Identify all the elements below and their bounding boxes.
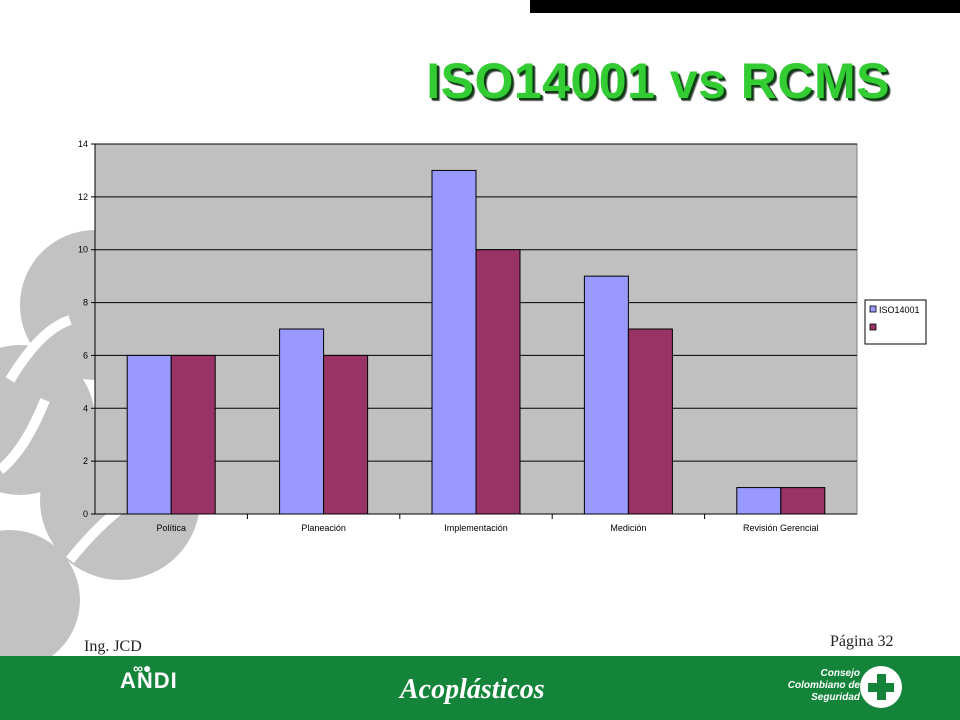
legend-label: ISO14001 xyxy=(879,305,920,315)
legend-swatch xyxy=(869,305,877,313)
acoplasticos-logo: Acoplásticos xyxy=(400,674,545,705)
y-tick-label: 6 xyxy=(83,350,88,360)
consejo-logo-text: Consejo Colombiano de Seguridad xyxy=(770,668,860,704)
y-tick-label: 0 xyxy=(83,509,88,519)
slide-title: ISO14001 vs RCMS xyxy=(426,53,890,109)
bar-iso14001 xyxy=(279,328,325,515)
x-tick-label: Revisión Gerencial xyxy=(743,523,819,533)
safety-cross-icon xyxy=(860,666,902,708)
legend-swatch xyxy=(869,323,877,331)
bar-series-2 xyxy=(627,328,673,515)
author-label: Ing. JCD xyxy=(84,638,142,655)
footer-band xyxy=(0,656,960,720)
bar-chart: 0 2 4 6 8 10 12 14 Política Planeación Implementac… xyxy=(60,132,940,552)
x-tick-label: Planeación xyxy=(301,523,346,533)
bar-series-2 xyxy=(170,354,216,515)
page-number: Página 32 xyxy=(830,633,894,650)
y-tick-label: 2 xyxy=(83,456,88,466)
bar-iso14001 xyxy=(583,275,629,515)
x-tick-label: Política xyxy=(156,523,186,533)
y-tick-label: 4 xyxy=(83,403,88,413)
consejo-line-2: Colombiano de xyxy=(787,680,860,691)
consejo-line-3: Seguridad xyxy=(811,692,860,703)
x-tick-label: Medición xyxy=(610,523,646,533)
top-bar xyxy=(530,0,960,13)
andi-logo: ANDI xyxy=(120,668,178,693)
y-tick-label: 12 xyxy=(78,192,88,202)
x-tick-label: Implementación xyxy=(444,523,508,533)
bar-series-2 xyxy=(323,354,369,515)
y-tick-label: 10 xyxy=(78,245,88,255)
y-tick-label: 14 xyxy=(78,139,88,149)
andi-symbol-icon: ∞● xyxy=(133,660,152,676)
bar-iso14001 xyxy=(431,169,477,515)
bar-series-2 xyxy=(780,487,826,515)
consejo-line-1: Consejo xyxy=(820,668,860,679)
y-tick-label: 8 xyxy=(83,298,88,308)
bar-series-2 xyxy=(475,249,521,515)
bar-iso14001 xyxy=(126,354,172,515)
chart-svg: 0 2 4 6 8 10 12 14 Política Planeación Implementac… xyxy=(78,139,927,533)
bar-iso14001 xyxy=(736,487,782,515)
